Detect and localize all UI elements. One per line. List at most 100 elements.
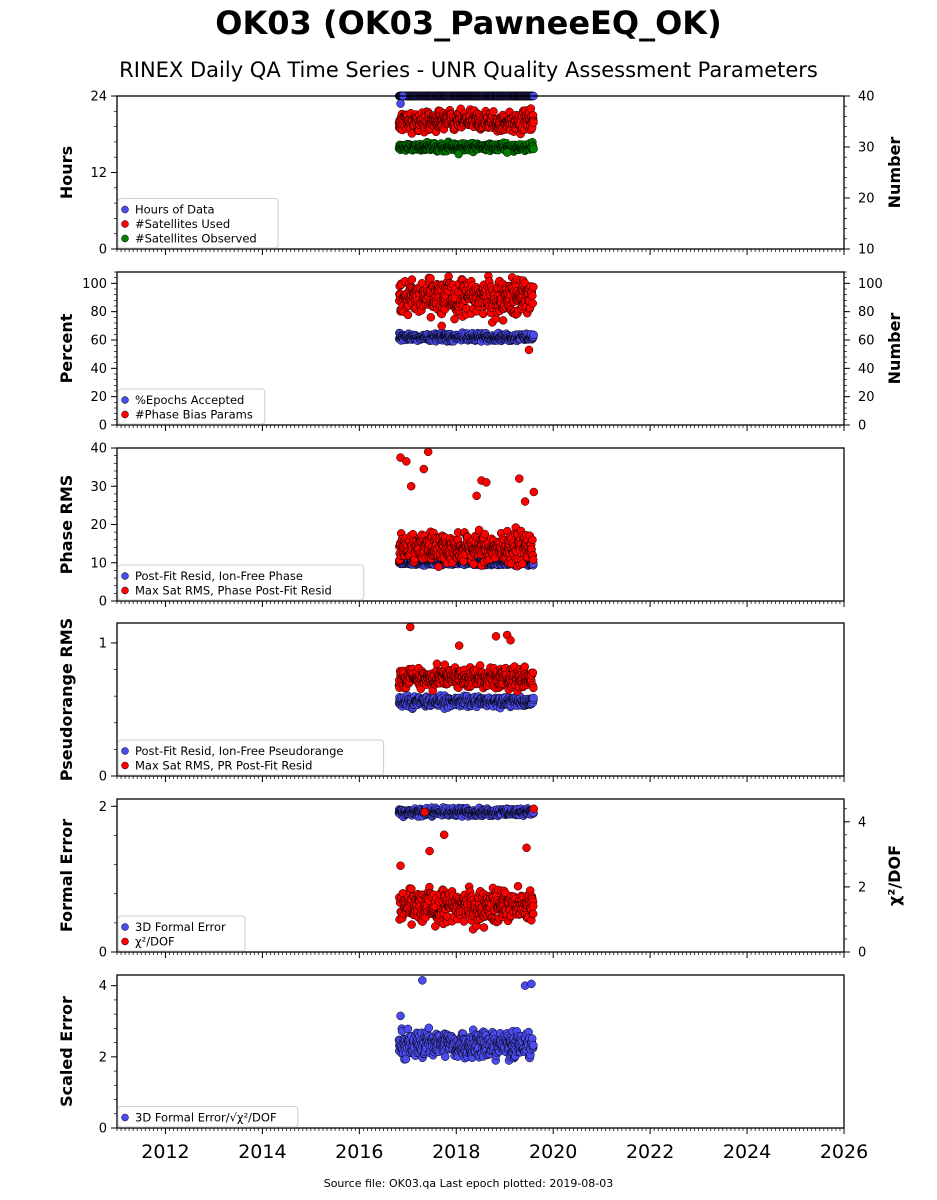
data-point xyxy=(489,107,498,116)
y2-tick-label: 0 xyxy=(858,946,866,961)
legend-marker xyxy=(121,747,129,755)
data-point xyxy=(407,275,417,284)
data-point-outlier xyxy=(482,478,491,487)
y2-tick-label: 20 xyxy=(858,192,875,207)
data-point-outlier xyxy=(423,447,433,457)
legend: Hours of Data#Satellites Used#Satellites… xyxy=(117,198,279,249)
y2-tick-label: 0 xyxy=(858,419,866,434)
plot-frame xyxy=(116,447,845,602)
y-tick-label: 2 xyxy=(99,800,107,815)
series-blue xyxy=(394,803,538,822)
y2-tick-label: 40 xyxy=(858,90,875,105)
page-title: OK03 (OK03_PawneeEQ_OK) xyxy=(215,4,722,42)
legend-box xyxy=(117,198,279,249)
panel-4: 0 1 Pseudorange RMS Post-Fit Resid, Ion-Fre… xyxy=(57,618,845,785)
data-point xyxy=(459,556,468,566)
series-red xyxy=(394,104,538,139)
y-axis-label: Hours xyxy=(57,146,76,199)
data-point-outlier xyxy=(405,622,415,632)
legend-box xyxy=(117,739,385,776)
data-point-outlier xyxy=(520,497,530,506)
y2-tick-label: 2 xyxy=(858,880,866,895)
legend-label: Post-Fit Resid, Ion-Free Pseudorange xyxy=(135,744,343,758)
legend-marker xyxy=(121,396,129,404)
data-points xyxy=(394,271,538,355)
legend-marker xyxy=(121,586,129,595)
y-tick-label: 0 xyxy=(99,243,107,258)
data-point-outlier xyxy=(402,457,411,466)
legend-label: Max Sat RMS, Phase Post-Fit Resid xyxy=(135,584,332,598)
legend-marker xyxy=(121,220,129,228)
y-tick-label: 10 xyxy=(90,556,107,571)
series-red xyxy=(395,804,539,934)
y2-axis-label: χ²/DOF xyxy=(885,845,904,906)
data-point xyxy=(450,314,459,324)
legend: Post-Fit Resid, Ion-Free PseudorangeMax … xyxy=(117,739,385,776)
data-point xyxy=(529,330,538,340)
y2-tick-label: 4 xyxy=(858,815,866,830)
y-axis-label: Percent xyxy=(57,313,76,383)
series-red xyxy=(394,622,538,696)
data-point xyxy=(478,309,488,319)
y-axis-label: Pseudorange RMS xyxy=(57,618,76,781)
y2-tick-label: 40 xyxy=(858,362,875,377)
y2-tick-label: 10 xyxy=(858,243,875,258)
data-point-outlier xyxy=(419,464,429,474)
data-point xyxy=(440,660,450,669)
legend-label: %Epochs Accepted xyxy=(135,393,244,407)
legend-label: Hours of Data xyxy=(135,203,215,217)
y-tick-label: 0 xyxy=(99,770,107,785)
y-tick-label: 0 xyxy=(99,419,107,434)
y2-tick-label: 60 xyxy=(858,334,875,349)
panel-3: 0 10 20 30 40 Phase RMS Post-Fit Resid, Ion-Fr… xyxy=(57,442,845,610)
data-point xyxy=(529,282,538,292)
y-tick-label: 40 xyxy=(90,362,107,377)
legend-marker xyxy=(121,572,129,580)
data-points xyxy=(395,447,539,572)
legend-label: Max Sat RMS, PR Post-Fit Resid xyxy=(135,759,312,773)
legend-label: #Satellites Observed xyxy=(135,232,257,246)
data-points xyxy=(394,803,539,934)
data-point xyxy=(518,559,527,569)
data-point xyxy=(528,535,537,545)
data-points xyxy=(394,91,538,159)
plot-frame xyxy=(116,95,845,250)
plot-frame xyxy=(116,271,845,426)
legend-marker xyxy=(121,410,129,419)
data-point-outlier xyxy=(454,149,463,159)
y-tick-label: 12 xyxy=(90,166,107,181)
panel-2: 0 20 40 60 80 100 0 20 40 60 80 100 Number Percent %Ep… xyxy=(57,271,904,434)
data-point-outlier xyxy=(524,345,534,355)
data-point-outlier xyxy=(529,487,539,497)
data-point-outlier xyxy=(437,321,446,331)
y-tick-label: 40 xyxy=(90,442,107,457)
y-axis-label: Formal Error xyxy=(57,819,76,932)
plot-frame xyxy=(116,622,845,777)
legend-marker xyxy=(121,761,129,770)
series-blue xyxy=(394,91,538,108)
y-tick-label: 60 xyxy=(90,334,107,349)
data-point xyxy=(529,555,538,564)
legend: %Epochs Accepted#Phase Bias Params xyxy=(117,388,266,425)
y-tick-label: 24 xyxy=(90,90,107,105)
data-points xyxy=(394,622,538,714)
legend-label: #Phase Bias Params xyxy=(135,408,253,422)
data-point xyxy=(498,316,508,325)
data-point xyxy=(432,659,442,669)
legend-label: #Satellites Used xyxy=(135,217,230,231)
y-axis-label: Phase RMS xyxy=(57,475,76,575)
data-point xyxy=(528,291,537,300)
data-point xyxy=(529,118,538,127)
y-tick-label: 80 xyxy=(90,305,107,320)
data-point-outlier xyxy=(406,482,416,491)
y2-axis-label: Number xyxy=(885,313,904,385)
data-point-outlier xyxy=(396,99,405,108)
data-point-outlier xyxy=(454,641,464,650)
legend-label: Post-Fit Resid, Ion-Free Phase xyxy=(135,569,303,583)
legend-marker xyxy=(121,205,129,214)
series-green xyxy=(394,137,538,159)
data-point xyxy=(426,313,436,322)
